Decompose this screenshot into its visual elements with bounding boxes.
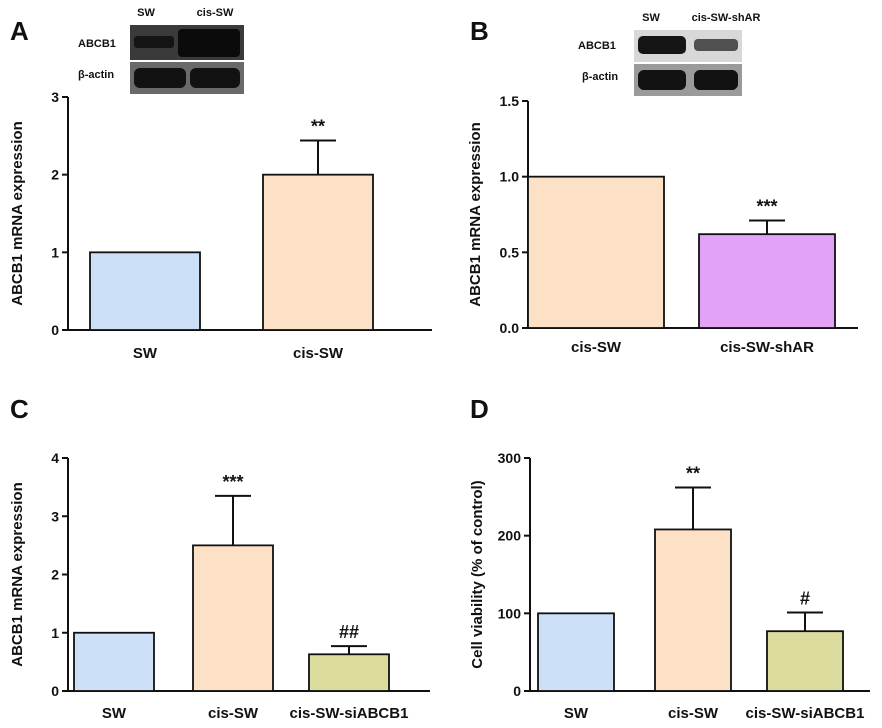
bar	[73, 631, 155, 692]
bar	[192, 544, 274, 692]
y-tick-label: 3	[51, 89, 59, 105]
y-axis-title: ABCB1 mRNA expression	[467, 122, 484, 307]
blot-a-lane-label: SW	[137, 7, 155, 19]
category-label: cis-SW	[668, 705, 719, 722]
y-axis-title: ABCB1 mRNA expression	[9, 482, 26, 667]
category-label: cis-SW	[208, 705, 259, 722]
bar	[89, 251, 201, 331]
significance-label: **	[686, 464, 700, 484]
blot-a-actin-band	[190, 68, 240, 88]
y-tick-label: 300	[498, 450, 522, 466]
y-tick-label: 2	[51, 167, 59, 183]
bar-chart-c: 0 1 2 3 4 ABCB1 mRNA expression SW *** cis-SW ## c…	[9, 450, 430, 722]
blot-b-row-label: β-actin	[582, 71, 618, 83]
y-tick-label: 0.5	[500, 244, 520, 260]
y-tick-label: 1.0	[500, 169, 520, 185]
bar-chart-a: 0 1 2 3 ABCB1 mRNA expression SW ** cis-SW	[9, 89, 432, 362]
blot-b-abcb1-band	[638, 36, 686, 54]
blot-b-lane-label: cis-SW-shAR	[692, 12, 761, 24]
significance-label: #	[800, 589, 810, 609]
bar	[698, 233, 836, 329]
y-tick-label: 4	[51, 450, 59, 466]
y-tick-label: 0	[513, 683, 521, 699]
blot-a-lane-label: cis-SW	[197, 7, 234, 19]
y-tick-label: 0	[51, 322, 59, 338]
y-tick-label: 2	[51, 567, 59, 583]
category-label: SW	[564, 705, 589, 722]
category-label: SW	[102, 705, 127, 722]
significance-label: ##	[339, 622, 359, 642]
bar-chart-d: 0 100 200 300 Cell viability (% of control) S…	[469, 450, 870, 722]
bar	[262, 173, 374, 331]
blot-a-actin-band	[134, 68, 186, 88]
blot-b-abcb1-band	[694, 39, 738, 51]
bar	[654, 528, 732, 692]
y-tick-label: 100	[498, 605, 522, 621]
category-label: cis-SW	[571, 339, 622, 356]
category-label: SW	[133, 345, 158, 362]
panel-letter-a: A	[10, 16, 29, 46]
category-label: cis-SW-siABCB1	[290, 705, 409, 722]
bar	[766, 630, 844, 692]
blot-b-row-label: ABCB1	[578, 40, 616, 52]
panel-letter-d: D	[470, 394, 489, 424]
y-tick-label: 0.0	[500, 320, 520, 336]
category-label: cis-SW-shAR	[720, 339, 814, 356]
panel-letter-c: C	[10, 394, 29, 424]
blot-a-row-label: ABCB1	[78, 38, 116, 50]
blot-a-abcb1-band	[178, 29, 240, 57]
bar	[527, 175, 665, 329]
significance-label: **	[311, 116, 325, 136]
y-tick-label: 1.5	[500, 93, 520, 109]
significance-label: ***	[222, 472, 243, 492]
y-tick-label: 1	[51, 625, 59, 641]
category-label: cis-SW	[293, 345, 344, 362]
blot-b-actin-band	[694, 70, 738, 90]
bar	[537, 612, 615, 692]
y-tick-label: 0	[51, 683, 59, 699]
panel-letter-b: B	[470, 16, 489, 46]
y-axis-title: ABCB1 mRNA expression	[9, 121, 26, 306]
y-tick-label: 1	[51, 244, 59, 260]
bar-chart-b: 0.0 0.5 1.0 1.5 ABCB1 mRNA expression cis-SW *…	[467, 93, 858, 356]
y-tick-label: 200	[498, 528, 522, 544]
significance-label: ***	[756, 197, 777, 217]
bar	[308, 653, 390, 692]
category-label: cis-SW-siABCB1	[746, 705, 865, 722]
western-blot-b: SW cis-SW-shAR ABCB1 β-actin	[578, 12, 760, 96]
western-blot-a: SW cis-SW ABCB1 β-actin	[78, 7, 244, 94]
y-tick-label: 3	[51, 508, 59, 524]
blot-b-lane-label: SW	[642, 12, 660, 24]
blot-a-abcb1-band	[134, 36, 174, 48]
blot-a-row-label: β-actin	[78, 69, 114, 81]
y-axis-title: Cell viability (% of control)	[469, 480, 486, 668]
blot-b-actin-band	[638, 70, 686, 90]
